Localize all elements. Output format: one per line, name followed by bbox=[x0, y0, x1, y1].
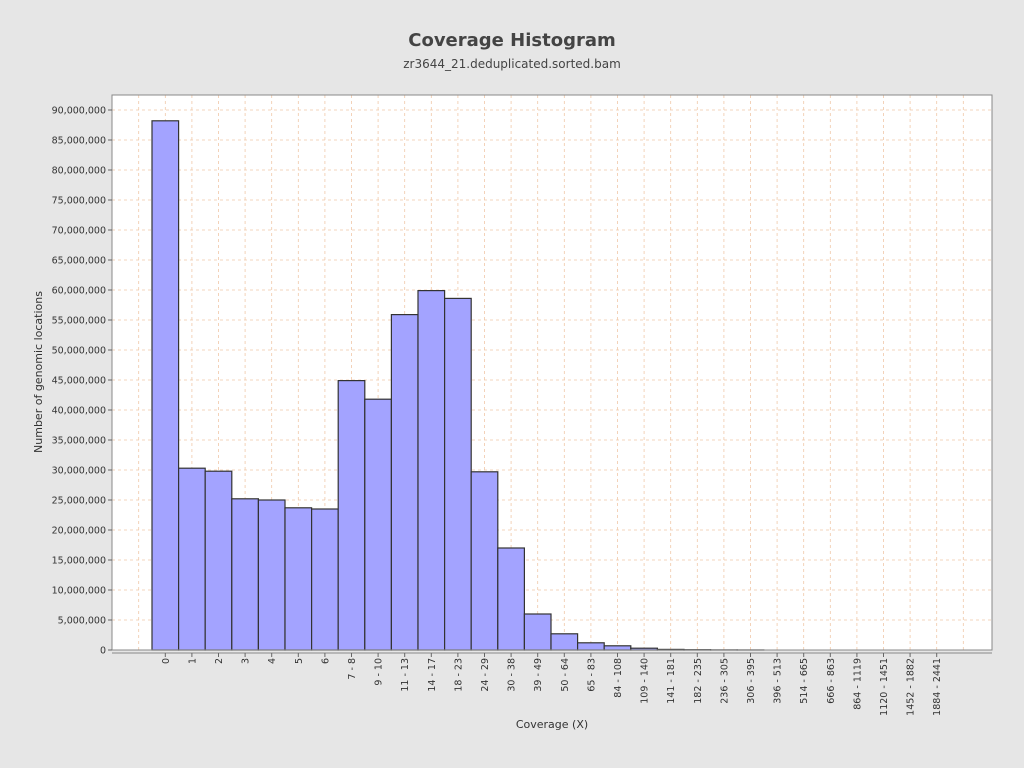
bar-14-17 bbox=[417, 290, 446, 651]
x-tick-label: 1 bbox=[187, 658, 198, 664]
y-tick-label: 10,000,000 bbox=[52, 586, 106, 597]
x-tick-label: 84 - 108 bbox=[613, 658, 624, 698]
bar-3 bbox=[231, 498, 260, 651]
x-tick-label: 236 - 305 bbox=[719, 658, 730, 704]
x-tick-label: 39 - 49 bbox=[533, 658, 544, 692]
x-tick-label: 3 bbox=[241, 658, 252, 664]
bar-6 bbox=[311, 508, 339, 651]
y-tick-label: 50,000,000 bbox=[52, 346, 106, 357]
y-tick-label: 45,000,000 bbox=[52, 376, 106, 387]
x-tick-label: 306 - 395 bbox=[746, 658, 757, 704]
x-tick-label: 141 - 181 bbox=[666, 658, 677, 704]
bar-50-64 bbox=[550, 633, 579, 651]
y-tick-label: 60,000,000 bbox=[52, 286, 106, 297]
y-tick-label: 25,000,000 bbox=[52, 496, 106, 507]
bar-5 bbox=[284, 507, 313, 651]
bar-7-8 bbox=[337, 380, 366, 651]
y-tick-label: 40,000,000 bbox=[52, 406, 106, 417]
bar-39-49 bbox=[523, 613, 552, 651]
y-tick-label: 85,000,000 bbox=[52, 136, 106, 147]
x-tick-label: 11 - 13 bbox=[400, 658, 411, 692]
y-axis: 0 5,000,000 10,000,000 15,000,000 20,000,000… bbox=[52, 106, 112, 657]
x-tick-label: 396 - 513 bbox=[773, 658, 784, 704]
bar-0 bbox=[151, 120, 180, 651]
y-tick-label: 55,000,000 bbox=[52, 316, 106, 327]
x-tick-label: 514 - 665 bbox=[799, 658, 810, 704]
bar-4 bbox=[257, 499, 286, 651]
x-tick-label: 2 bbox=[214, 658, 225, 664]
bar-9-10 bbox=[364, 398, 392, 651]
x-tick-label: 9 - 10 bbox=[374, 658, 385, 686]
plot-border bbox=[111, 94, 993, 651]
bar-24-29 bbox=[470, 471, 499, 651]
x-tick-label: 109 - 140 bbox=[640, 658, 651, 704]
y-tick-label: 20,000,000 bbox=[52, 526, 106, 537]
bar-1 bbox=[178, 467, 206, 651]
x-axis: 0 1 2 3 4 5 6 7 - 8 9 - 10 11 - 13 14 - 17 18 - 23 2… bbox=[112, 652, 992, 716]
x-tick-label: 0 bbox=[161, 658, 172, 664]
chart-title: Coverage Histogram bbox=[408, 30, 616, 51]
y-tick-label: 35,000,000 bbox=[52, 436, 106, 447]
y-tick-label: 0 bbox=[100, 646, 106, 657]
x-axis-label: Coverage (X) bbox=[516, 718, 588, 731]
y-tick-label: 15,000,000 bbox=[52, 556, 106, 567]
x-tick-label: 14 - 17 bbox=[427, 658, 438, 692]
x-tick-label: 1120 - 1451 bbox=[879, 658, 890, 716]
bar-18-23 bbox=[444, 297, 472, 651]
y-tick-label: 70,000,000 bbox=[52, 226, 106, 237]
bars bbox=[151, 120, 765, 651]
chart-subtitle: zr3644_21.deduplicated.sorted.bam bbox=[403, 57, 621, 71]
x-tick-label: 666 - 863 bbox=[826, 658, 837, 704]
y-tick-label: 75,000,000 bbox=[52, 196, 106, 207]
y-tick-label: 5,000,000 bbox=[58, 616, 106, 627]
bar-11-13 bbox=[390, 314, 419, 651]
x-tick-label: 864 - 1119 bbox=[852, 658, 863, 710]
x-tick-label: 24 - 29 bbox=[480, 658, 491, 692]
x-tick-label: 7 - 8 bbox=[347, 658, 358, 680]
x-tick-label: 1452 - 1882 bbox=[906, 658, 917, 716]
x-tick-label: 1884 - 2441 bbox=[932, 658, 943, 716]
y-tick-label: 65,000,000 bbox=[52, 256, 106, 267]
y-tick-label: 80,000,000 bbox=[52, 166, 106, 177]
x-tick-label: 4 bbox=[267, 658, 278, 664]
bar-84-108 bbox=[603, 645, 632, 651]
y-tick-label: 90,000,000 bbox=[52, 106, 106, 117]
x-tick-label: 182 - 235 bbox=[693, 658, 704, 704]
bar-30-38 bbox=[497, 547, 525, 651]
bar-65-83 bbox=[576, 642, 605, 651]
bar-2 bbox=[204, 470, 233, 651]
x-tick-label: 5 bbox=[294, 658, 305, 664]
x-tick-label: 18 - 23 bbox=[453, 658, 464, 692]
x-tick-label: 65 - 83 bbox=[586, 658, 597, 692]
x-tick-label: 6 bbox=[320, 658, 331, 664]
y-axis-label: Number of genomic locations bbox=[32, 291, 45, 453]
y-tick-label: 30,000,000 bbox=[52, 466, 106, 477]
x-tick-label: 30 - 38 bbox=[507, 658, 518, 692]
x-tick-label: 50 - 64 bbox=[560, 658, 571, 692]
